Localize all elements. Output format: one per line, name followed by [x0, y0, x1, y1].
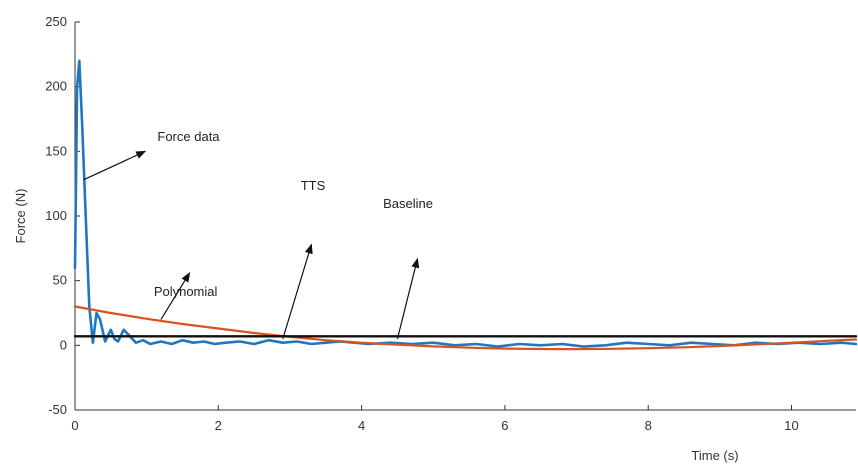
y-tick-label: 50 — [53, 273, 67, 288]
y-tick-label: 150 — [45, 143, 67, 158]
annotation-arrow — [282, 243, 313, 340]
y-tick-label: 250 — [45, 14, 67, 29]
y-tick-label: -50 — [48, 402, 67, 417]
annotation-arrow — [83, 150, 147, 181]
annotation-label: Force data — [157, 129, 220, 144]
force-data-line — [73, 59, 858, 348]
x-tick-label: 6 — [501, 418, 508, 433]
polynomial-line — [73, 305, 858, 351]
plot-series — [73, 59, 858, 351]
x-tick-label: 8 — [645, 418, 652, 433]
y-axis-label: Force (N) — [13, 189, 28, 244]
x-tick-label: 0 — [71, 418, 78, 433]
annotation-arrow — [396, 257, 420, 340]
y-tick-label: 200 — [45, 79, 67, 94]
axes: 0 2 4 6 8 10 -50 0 50 100 150 200 250 — [45, 14, 856, 433]
x-axis-label: Time (s) — [691, 448, 738, 463]
annotations: Force data Polynomial TTS Baseline — [83, 129, 433, 340]
annotation-label: TTS — [301, 178, 326, 193]
y-tick-label: 0 — [60, 337, 67, 352]
x-tick-label: 2 — [215, 418, 222, 433]
annotation-label: Baseline — [383, 196, 433, 211]
x-tick-label: 4 — [358, 418, 365, 433]
x-tick-label: 10 — [784, 418, 798, 433]
y-tick-label: 100 — [45, 208, 67, 223]
annotation-arrow — [160, 272, 191, 320]
annotation-label: Polynomial — [154, 284, 218, 299]
